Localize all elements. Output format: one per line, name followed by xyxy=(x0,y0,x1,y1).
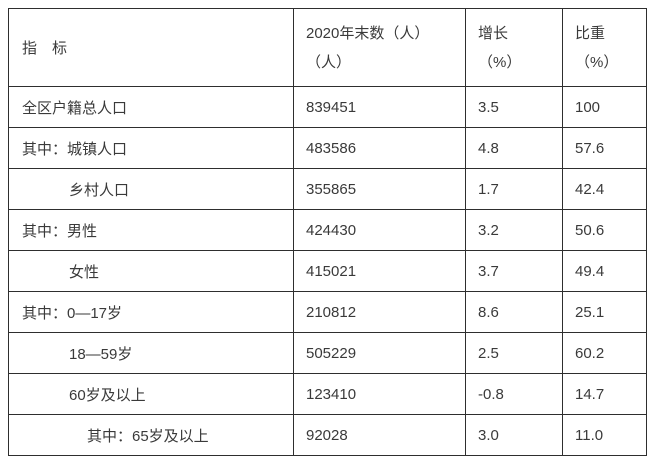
row-share-value: 25.1 xyxy=(562,291,647,333)
table-row: 其中：男性 424430 3.2 50.6 xyxy=(8,209,647,251)
row-share-value: 100 xyxy=(562,86,647,128)
row-yearend-value: 424430 xyxy=(293,209,466,251)
header-yearend-line1: 2020年末数（人） xyxy=(306,24,430,42)
row-share-value: 42.4 xyxy=(562,168,647,210)
header-yearend-line2: （人） xyxy=(306,53,352,71)
row-growth-value: 3.5 xyxy=(465,86,563,128)
row-yearend-value: 92028 xyxy=(293,414,466,456)
row-label: 乡村人口 xyxy=(8,168,294,210)
header-growth-line1: 增长 xyxy=(478,24,509,42)
header-growth-line2: （%） xyxy=(478,53,522,71)
header-yearend: 2020年末数（人） （人） xyxy=(293,8,466,87)
row-growth-value: 1.7 xyxy=(465,168,563,210)
header-indicator: 指 标 xyxy=(8,8,294,87)
row-yearend-value: 355865 xyxy=(293,168,466,210)
row-share-value: 50.6 xyxy=(562,209,647,251)
row-yearend-value: 415021 xyxy=(293,250,466,292)
row-label: 女性 xyxy=(8,250,294,292)
row-growth-value: 3.2 xyxy=(465,209,563,251)
row-label: 其中：城镇人口 xyxy=(8,127,294,169)
row-yearend-value: 210812 xyxy=(293,291,466,333)
row-label: 18—59岁 xyxy=(8,332,294,374)
row-share-value: 49.4 xyxy=(562,250,647,292)
row-share-value: 60.2 xyxy=(562,332,647,374)
row-growth-value: 3.7 xyxy=(465,250,563,292)
table-row: 全区户籍总人口 839451 3.5 100 xyxy=(8,86,647,128)
row-growth-value: 8.6 xyxy=(465,291,563,333)
row-growth-value: 3.0 xyxy=(465,414,563,456)
table-header-row: 指 标 2020年末数（人） （人） 增长 （%） 比重 （%） xyxy=(8,8,647,87)
row-label: 全区户籍总人口 xyxy=(8,86,294,128)
row-yearend-value: 123410 xyxy=(293,373,466,415)
row-label: 其中：65岁及以上 xyxy=(8,414,294,456)
header-share: 比重 （%） xyxy=(562,8,647,87)
row-label: 60岁及以上 xyxy=(8,373,294,415)
table-row: 其中：65岁及以上 92028 3.0 11.0 xyxy=(8,414,647,456)
population-stats-table: 指 标 2020年末数（人） （人） 增长 （%） 比重 （%） 全区户籍总人口 xyxy=(8,8,647,456)
row-yearend-value: 505229 xyxy=(293,332,466,374)
row-share-value: 11.0 xyxy=(562,414,647,456)
row-growth-value: 4.8 xyxy=(465,127,563,169)
table-row: 其中：城镇人口 483586 4.8 57.6 xyxy=(8,127,647,169)
table-row: 乡村人口 355865 1.7 42.4 xyxy=(8,168,647,210)
row-growth-value: -0.8 xyxy=(465,373,563,415)
row-label: 其中：男性 xyxy=(8,209,294,251)
header-share-line2: （%） xyxy=(575,53,619,71)
row-share-value: 57.6 xyxy=(562,127,647,169)
row-label: 其中：0—17岁 xyxy=(8,291,294,333)
row-yearend-value: 839451 xyxy=(293,86,466,128)
row-share-value: 14.7 xyxy=(562,373,647,415)
header-indicator-label: 指 标 xyxy=(22,40,68,57)
header-growth: 增长 （%） xyxy=(465,8,563,87)
table-row: 女性 415021 3.7 49.4 xyxy=(8,250,647,292)
table-row: 18—59岁 505229 2.5 60.2 xyxy=(8,332,647,374)
table-row: 其中：0—17岁 210812 8.6 25.1 xyxy=(8,291,647,333)
row-growth-value: 2.5 xyxy=(465,332,563,374)
row-yearend-value: 483586 xyxy=(293,127,466,169)
table-row: 60岁及以上 123410 -0.8 14.7 xyxy=(8,373,647,415)
header-share-line1: 比重 xyxy=(575,24,606,42)
